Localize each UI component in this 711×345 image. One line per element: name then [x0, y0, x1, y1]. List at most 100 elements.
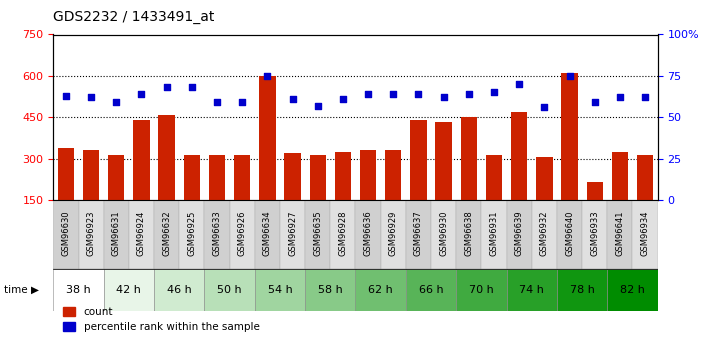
Text: GSM96632: GSM96632 — [162, 210, 171, 256]
Bar — [53, 200, 78, 269]
Text: GSM96928: GSM96928 — [338, 210, 348, 256]
Point — [363, 91, 374, 97]
Point — [488, 90, 500, 95]
Bar — [481, 200, 506, 269]
Bar — [255, 200, 280, 269]
Point — [111, 100, 122, 105]
Text: 66 h: 66 h — [419, 285, 444, 295]
Bar — [309, 155, 326, 200]
Point — [337, 96, 348, 102]
Point — [513, 81, 525, 87]
Bar — [53, 269, 104, 310]
Text: GSM96929: GSM96929 — [389, 210, 397, 256]
Bar — [284, 153, 301, 200]
Point — [161, 85, 172, 90]
Text: GSM96631: GSM96631 — [112, 210, 121, 256]
Text: 54 h: 54 h — [267, 285, 292, 295]
Text: GSM96927: GSM96927 — [288, 210, 297, 256]
Bar — [159, 115, 175, 200]
Text: 62 h: 62 h — [368, 285, 393, 295]
Bar — [532, 200, 557, 269]
Bar — [331, 200, 356, 269]
Text: GSM96637: GSM96637 — [414, 210, 423, 256]
Bar — [356, 269, 406, 310]
Point — [287, 96, 298, 102]
Text: GDS2232 / 1433491_at: GDS2232 / 1433491_at — [53, 10, 215, 24]
Bar — [431, 200, 456, 269]
Bar — [611, 152, 628, 200]
Text: GSM96636: GSM96636 — [363, 210, 373, 256]
Bar — [506, 269, 557, 310]
Bar — [582, 200, 607, 269]
Bar — [255, 269, 305, 310]
Bar — [637, 155, 653, 200]
Bar — [356, 200, 380, 269]
Text: GSM96923: GSM96923 — [87, 210, 95, 256]
Bar — [58, 148, 74, 200]
Text: GSM96934: GSM96934 — [641, 210, 650, 256]
Bar — [506, 200, 532, 269]
Bar — [205, 269, 255, 310]
Bar — [83, 150, 100, 200]
Text: 50 h: 50 h — [218, 285, 242, 295]
Bar — [536, 157, 552, 200]
Text: 70 h: 70 h — [469, 285, 493, 295]
Bar — [230, 200, 255, 269]
Bar — [154, 269, 205, 310]
Bar — [410, 120, 427, 200]
Bar — [511, 112, 528, 200]
Text: GSM96639: GSM96639 — [515, 210, 524, 256]
Text: 82 h: 82 h — [620, 285, 645, 295]
Text: GSM96630: GSM96630 — [61, 210, 70, 256]
Text: 38 h: 38 h — [66, 285, 91, 295]
Point — [387, 91, 399, 97]
Bar — [335, 152, 351, 200]
Text: GSM96634: GSM96634 — [263, 210, 272, 256]
Bar — [406, 269, 456, 310]
Bar — [406, 200, 431, 269]
Bar — [305, 269, 356, 310]
Point — [237, 100, 248, 105]
Bar — [633, 200, 658, 269]
Bar — [104, 269, 154, 310]
Bar — [456, 200, 481, 269]
Point — [413, 91, 424, 97]
Text: GSM96932: GSM96932 — [540, 210, 549, 256]
Bar — [280, 200, 305, 269]
Point — [211, 100, 223, 105]
Bar — [305, 200, 331, 269]
Bar — [587, 182, 603, 200]
Bar — [607, 200, 633, 269]
Bar — [260, 76, 276, 200]
Text: 58 h: 58 h — [318, 285, 343, 295]
Legend: count, percentile rank within the sample: count, percentile rank within the sample — [58, 303, 264, 336]
Text: GSM96635: GSM96635 — [314, 210, 322, 256]
Bar — [104, 200, 129, 269]
Bar — [78, 200, 104, 269]
Text: GSM96930: GSM96930 — [439, 210, 448, 256]
Bar — [562, 72, 578, 200]
Bar — [360, 150, 376, 200]
Bar — [435, 122, 451, 200]
Text: GSM96931: GSM96931 — [489, 210, 498, 256]
Bar — [209, 155, 225, 200]
Text: GSM96641: GSM96641 — [616, 210, 624, 256]
Bar — [385, 150, 402, 200]
Point — [539, 105, 550, 110]
Bar — [607, 269, 658, 310]
Bar — [486, 155, 502, 200]
Text: GSM96640: GSM96640 — [565, 210, 574, 256]
Point — [60, 93, 72, 99]
Text: 74 h: 74 h — [519, 285, 544, 295]
Text: GSM96638: GSM96638 — [464, 210, 474, 256]
Bar — [179, 200, 205, 269]
Bar — [557, 200, 582, 269]
Text: GSM96925: GSM96925 — [187, 210, 196, 256]
Text: ▶: ▶ — [31, 285, 38, 295]
Bar — [129, 200, 154, 269]
Text: GSM96633: GSM96633 — [213, 210, 222, 256]
Text: 46 h: 46 h — [167, 285, 191, 295]
Bar — [154, 200, 179, 269]
Point — [312, 103, 324, 108]
Text: 42 h: 42 h — [117, 285, 141, 295]
